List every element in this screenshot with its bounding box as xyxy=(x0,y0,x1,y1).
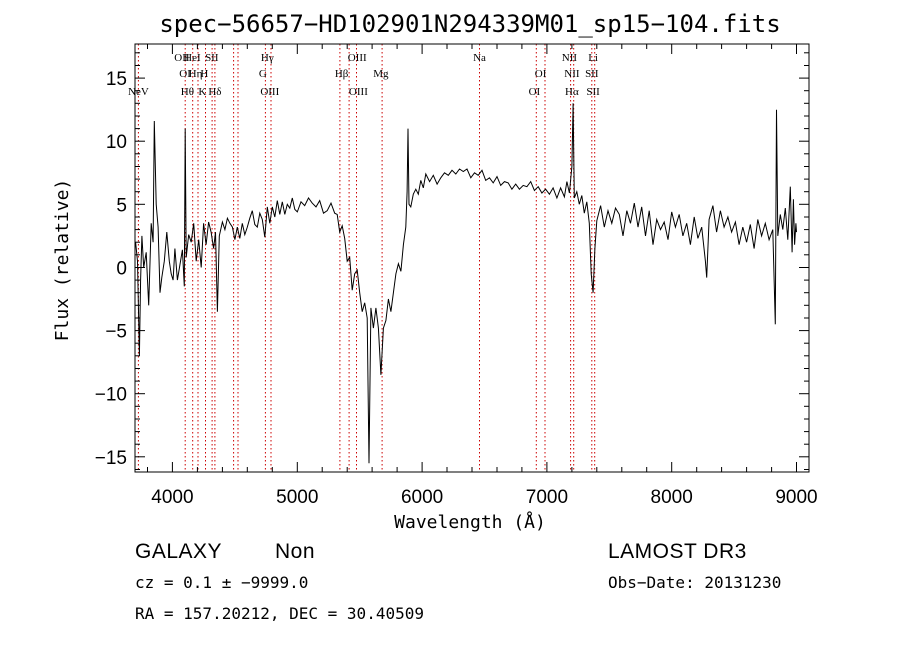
x-axis-ticks: 4000 5000 6000 7000 8000 9000 xyxy=(147,44,818,508)
line-label: NII xyxy=(564,68,580,80)
line-label: HeI xyxy=(184,52,201,64)
spectrum-line xyxy=(135,103,797,464)
line-label: OII xyxy=(174,52,190,64)
y-axis-ticks: −15 −10 −5 0 5 10 15 xyxy=(95,52,809,470)
y-tick-label: 0 xyxy=(116,259,127,280)
line-label: OIII xyxy=(349,86,368,98)
x-axis-label: Wavelength (Å) xyxy=(394,511,546,533)
line-label: Hθ xyxy=(181,86,194,98)
reference-line-markers xyxy=(137,44,596,472)
line-label: Hη xyxy=(189,68,203,80)
line-label: Hγ xyxy=(261,52,274,64)
y-tick-label: −5 xyxy=(105,322,127,343)
line-label: NII xyxy=(562,52,578,64)
line-label: OIII xyxy=(260,86,279,98)
chart-title: spec−56657−HD102901N294339M01_sp15−104.f… xyxy=(159,10,780,38)
line-label: SII xyxy=(586,86,600,98)
line-label: Hβ xyxy=(335,68,349,80)
line-label: OI xyxy=(179,68,191,80)
survey-name: LAMOST DR3 xyxy=(608,540,747,563)
line-label: SII xyxy=(205,52,219,64)
line-label: OI xyxy=(535,68,547,80)
ra-dec: RA = 157.20212, DEC = 30.40509 xyxy=(135,604,424,623)
line-label: Mg xyxy=(373,68,389,80)
line-label: OIII xyxy=(348,52,367,64)
y-tick-label: 10 xyxy=(106,132,127,153)
x-tick-label: 7000 xyxy=(526,487,568,508)
object-class: GALAXY xyxy=(135,540,222,563)
line-label: Hα xyxy=(565,86,579,98)
line-label: G xyxy=(259,68,267,80)
line-label: OI xyxy=(529,86,541,98)
reference-line-labels: NeVOIIOIHθHeIHηHKSIIHδHγGOIIIOIIIHβOIIIM… xyxy=(128,52,600,98)
x-tick-label: 9000 xyxy=(775,487,817,508)
line-label: Li xyxy=(588,52,598,64)
line-label: H xyxy=(200,68,208,80)
x-tick-label: 4000 xyxy=(151,487,193,508)
y-tick-label: −15 xyxy=(95,448,127,469)
line-label: NeV xyxy=(128,86,149,98)
x-tick-label: 5000 xyxy=(276,487,318,508)
obs-date: Obs−Date: 20131230 xyxy=(608,573,781,592)
y-axis-label: Flux (relative) xyxy=(52,179,73,342)
x-tick-label: 8000 xyxy=(651,487,693,508)
line-label: K xyxy=(198,86,206,98)
line-label: Na xyxy=(473,52,486,64)
y-tick-label: 15 xyxy=(106,69,127,90)
line-label: Hδ xyxy=(208,86,221,98)
y-tick-label: −10 xyxy=(95,385,127,406)
redshift-cz: cz = 0.1 ± −9999.0 xyxy=(135,573,308,592)
x-tick-label: 6000 xyxy=(401,487,443,508)
line-label: SII xyxy=(585,68,599,80)
object-subclass: Non xyxy=(275,540,315,563)
y-tick-label: 5 xyxy=(116,195,127,216)
